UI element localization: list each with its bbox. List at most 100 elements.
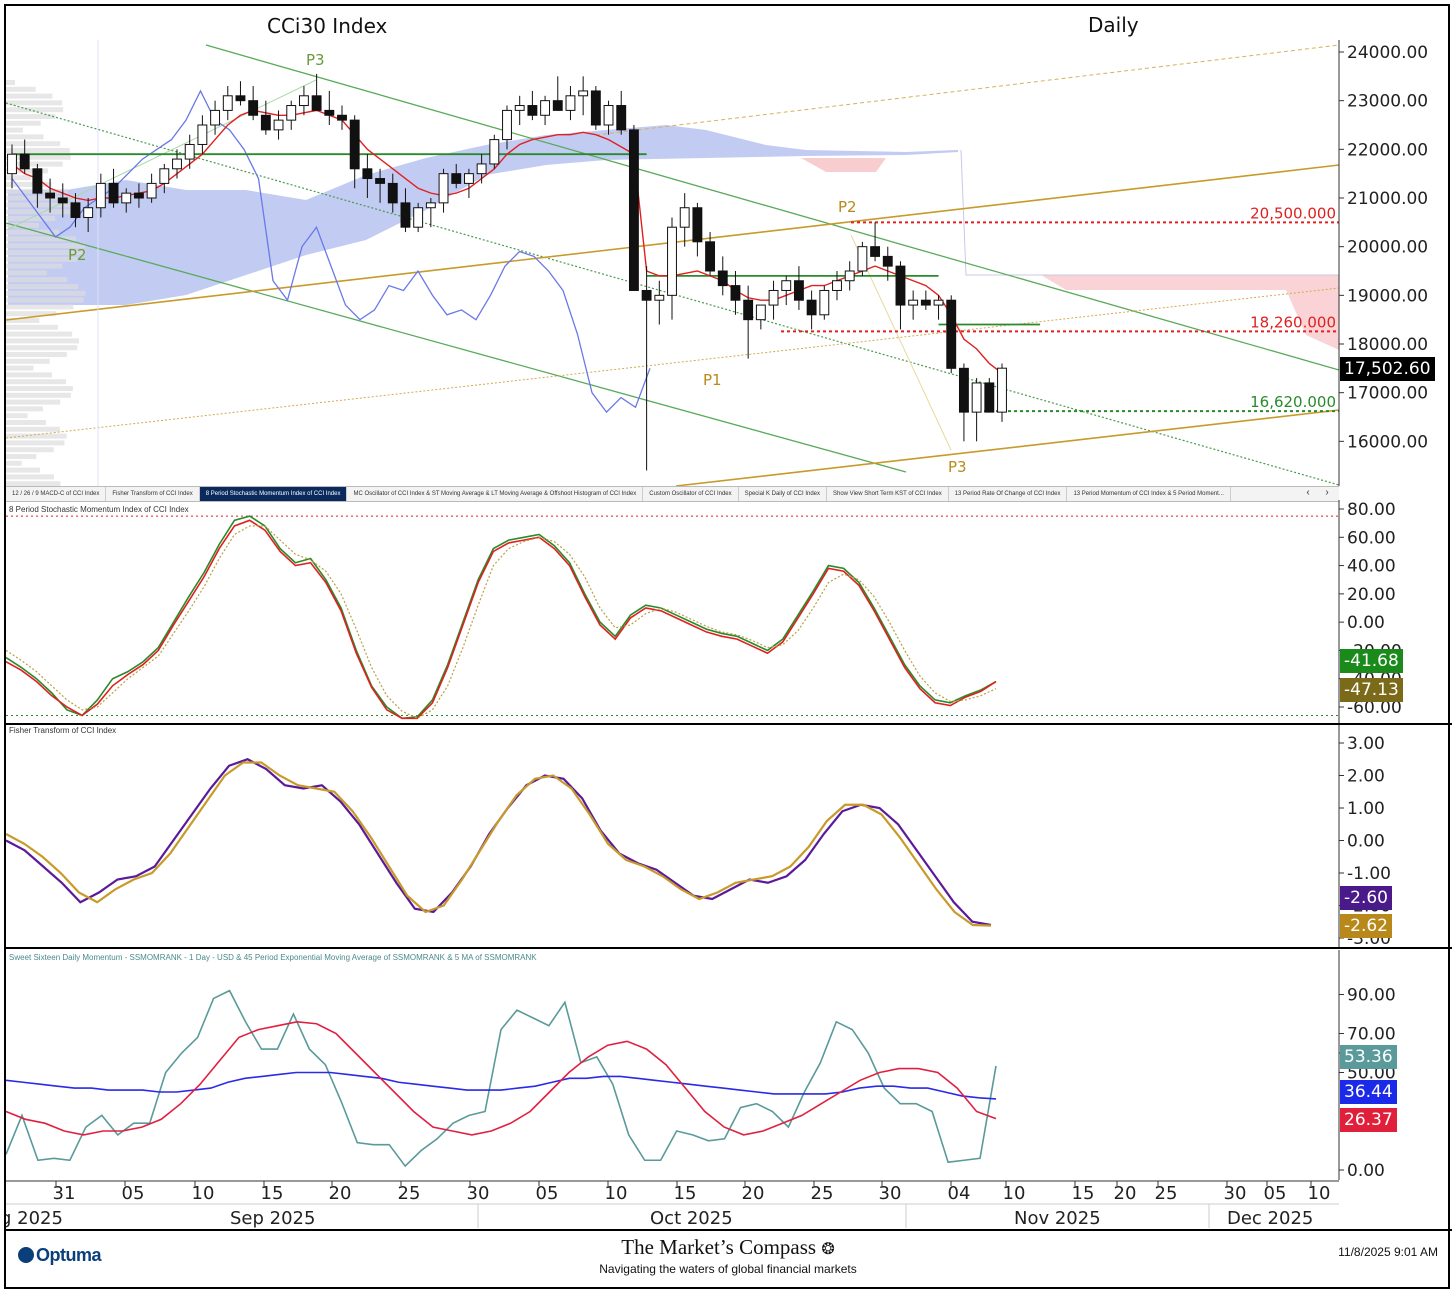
- candle-body: [781, 280, 792, 291]
- volume-profile-bar: [6, 141, 61, 147]
- volume-profile-bar: [6, 168, 48, 174]
- volume-profile-bar: [6, 161, 63, 167]
- candle-body: [946, 299, 957, 369]
- volume-profile-bar: [6, 338, 80, 344]
- candle-body: [920, 299, 931, 306]
- volume-profile-bar: [6, 433, 67, 439]
- pivot-label: P3: [948, 458, 967, 476]
- smi-series-0: [6, 515, 997, 720]
- candle-body: [654, 294, 665, 301]
- candle-body: [222, 95, 233, 111]
- candle-body: [146, 182, 157, 199]
- volume-profile-bar: [6, 372, 52, 378]
- tabs-prev-button[interactable]: ‹: [1306, 487, 1310, 498]
- volume-profile-bar: [6, 182, 52, 187]
- x-day-label: 15: [261, 1183, 284, 1204]
- candle-body: [819, 289, 830, 316]
- y-tick-label: 21000.00: [1347, 189, 1428, 209]
- candle-body: [7, 153, 17, 175]
- tab-6[interactable]: Show View Short Term KST of CCI Index: [827, 487, 949, 501]
- tabs-next-button[interactable]: ›: [1325, 487, 1329, 498]
- brand-name: The Market’s Compass ❂: [621, 1235, 835, 1259]
- smi-value-badge: -41.68: [1340, 649, 1403, 673]
- volume-profile-bar: [6, 195, 78, 201]
- footer-divider: [4, 1229, 1452, 1231]
- y-tick-label: 22000.00: [1347, 140, 1428, 160]
- tab-2[interactable]: 8 Period Stochastic Momentum Index of CC…: [199, 487, 348, 501]
- volume-profile-bar: [6, 392, 71, 398]
- candle-body: [362, 168, 373, 180]
- smi-panel: 80.0060.0040.0020.000.00-20.00-40.00-60.…: [6, 500, 1402, 723]
- candle-body: [19, 153, 30, 170]
- y-tick-label: 1.00: [1347, 799, 1385, 819]
- gold-channel-median: [6, 287, 1340, 439]
- volume-profile-bar: [6, 256, 78, 262]
- price-panel: 20,500.000 18,260.000 16,620.000 P3 P2 P2 P1 P3…: [6, 40, 1428, 486]
- ssm-series-0: [6, 989, 997, 1168]
- volume-profile-bar: [6, 297, 84, 303]
- volume-profile-bar: [6, 426, 60, 432]
- candle-body: [857, 246, 868, 272]
- x-month-label: Nov 2025: [1014, 1208, 1101, 1229]
- volume-profile-bar: [6, 365, 34, 371]
- volume-profile-bar: [6, 229, 60, 235]
- candle-body: [870, 246, 881, 257]
- candle-body: [337, 114, 347, 121]
- volume-profile-bar: [6, 148, 70, 153]
- tab-1[interactable]: Fisher Transform of CCI Index: [106, 487, 200, 501]
- y-tick-label: 0.00: [1347, 832, 1385, 852]
- x-day-label: 15: [674, 1183, 697, 1204]
- volume-profile-bar: [6, 440, 65, 446]
- tab-0[interactable]: 12 / 26 / 9 MACD-C of CCI Index: [6, 487, 107, 501]
- candle-body: [667, 226, 677, 296]
- x-day-label: 30: [1224, 1183, 1247, 1204]
- y-tick-label: 23000.00: [1347, 92, 1428, 112]
- candle-body: [311, 95, 322, 111]
- y-tick-label: 90.00: [1347, 986, 1396, 1006]
- candle-body: [958, 367, 969, 413]
- candle-body: [578, 90, 589, 97]
- ichimoku-cloud: [8, 125, 958, 305]
- volume-profile-bar: [6, 358, 50, 364]
- volume-profile-bar: [6, 481, 61, 486]
- tab-5[interactable]: Special K Daily of CCI Index: [739, 487, 827, 501]
- x-day-label: 05: [1264, 1183, 1287, 1204]
- optuma-logo: Optuma: [18, 1245, 102, 1266]
- level-label: 16,620.000: [1250, 393, 1336, 411]
- y-tick-label: 0.00: [1347, 613, 1385, 633]
- candle-body: [514, 105, 525, 111]
- candle-body: [489, 139, 500, 165]
- cloud-red-segment: [1041, 275, 1339, 350]
- tab-7[interactable]: 13 Period Rate Of Change of CCI Index: [949, 487, 1068, 501]
- candle-body: [121, 192, 132, 204]
- fisher-value-badge: -2.60: [1340, 886, 1392, 910]
- x-day-label: 10: [192, 1183, 215, 1204]
- candle-body: [527, 105, 538, 116]
- volume-profile-bar: [6, 406, 43, 412]
- candle-body: [133, 192, 144, 199]
- x-day-label: 20: [329, 1183, 352, 1204]
- candle-body: [349, 119, 360, 170]
- chart-title: CCi30 Index: [267, 14, 388, 38]
- tab-3[interactable]: MC Oscillator of CCI Index & ST Moving A…: [347, 487, 644, 501]
- x-month-label: Sep 2025: [230, 1208, 315, 1229]
- chart-frame: [4, 4, 1450, 1289]
- tab-4[interactable]: Custom Oscillator of CCI Index: [643, 487, 739, 501]
- volume-profile-bar: [6, 107, 64, 113]
- candle-body: [717, 270, 728, 287]
- tab-8[interactable]: 13 Period Momentum of CCI Index & 5 Peri…: [1067, 487, 1231, 501]
- candle-body: [971, 382, 982, 413]
- ssm-panel-title: Sweet Sixteen Daily Momentum - SSMOMRANK…: [9, 953, 537, 962]
- timestamp: 11/8/2025 9:01 AM: [1338, 1245, 1438, 1259]
- candle-body: [95, 182, 106, 209]
- optuma-logo-mark-icon: [18, 1247, 34, 1263]
- panel-divider: [4, 947, 1452, 949]
- candle-body: [324, 109, 335, 116]
- candle-body: [984, 382, 995, 413]
- candle-body: [476, 163, 487, 175]
- candle-body: [502, 109, 512, 141]
- candle-body: [793, 280, 804, 301]
- x-month-label: g 2025: [6, 1208, 63, 1229]
- x-day-label: 25: [811, 1183, 834, 1204]
- volume-profile-bar: [6, 454, 37, 459]
